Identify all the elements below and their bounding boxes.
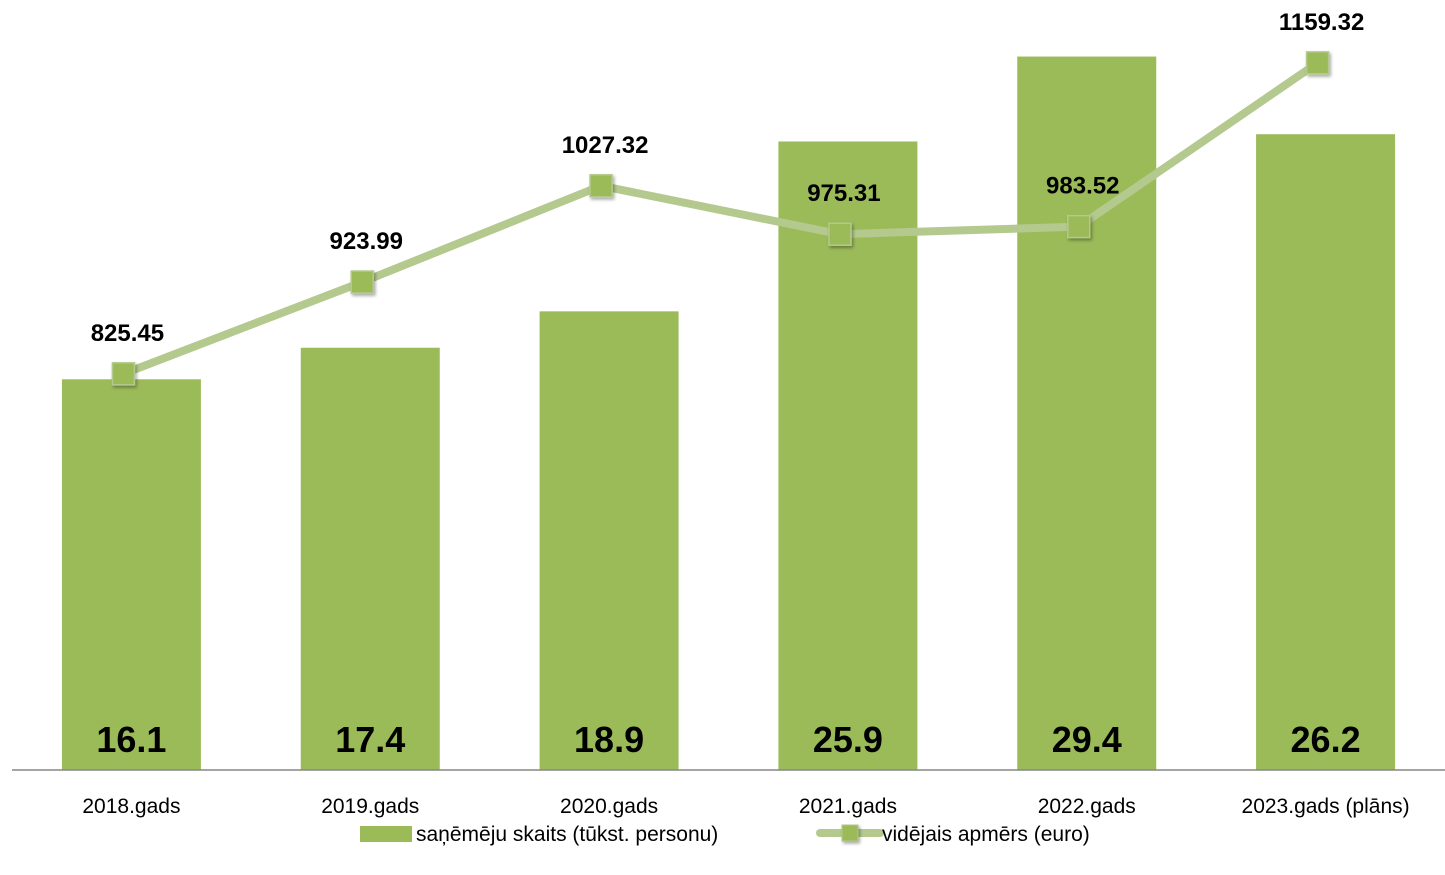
x-tick-label: 2022.gads bbox=[1038, 795, 1136, 818]
bar-2 bbox=[539, 311, 679, 770]
bar-value-label: 25.9 bbox=[813, 719, 883, 760]
line-marker-0 bbox=[111, 362, 136, 386]
x-tick-label: 2020.gads bbox=[560, 795, 658, 818]
bar-5 bbox=[1256, 134, 1396, 770]
line-value-label: 1027.32 bbox=[562, 132, 649, 159]
line-marker-3 bbox=[828, 222, 852, 246]
line-series bbox=[111, 51, 1330, 386]
line-marker-4 bbox=[1067, 214, 1091, 239]
line-path bbox=[119, 58, 1322, 378]
legend-label-bar: saņēmēju skaits (tūkst. personu) bbox=[416, 823, 718, 846]
x-tick-label: 2019.gads bbox=[321, 795, 419, 818]
bar-0 bbox=[61, 379, 201, 770]
legend: saņēmēju skaits (tūkst. personu) vidējai… bbox=[360, 823, 1090, 846]
legend-swatch-marker bbox=[841, 824, 859, 842]
line-value-label: 923.99 bbox=[330, 228, 403, 255]
bar-3 bbox=[778, 141, 918, 771]
legend-swatch-bar bbox=[360, 826, 412, 842]
bar-value-label: 29.4 bbox=[1052, 719, 1122, 760]
bar-series bbox=[61, 56, 1396, 771]
x-axis-ticks: 2018.gads 2019.gads 2020.gads 2021.gads 2022… bbox=[82, 795, 1409, 818]
x-tick-label: 2023.gads (plāns) bbox=[1242, 795, 1410, 818]
line-value-label: 825.45 bbox=[91, 320, 164, 347]
bar-1 bbox=[300, 347, 440, 770]
line-value-label: 975.31 bbox=[807, 180, 880, 207]
line-marker-1 bbox=[350, 270, 374, 294]
bar-value-label: 17.4 bbox=[335, 719, 405, 760]
line-value-label: 1159.32 bbox=[1279, 9, 1364, 36]
x-tick-label: 2018.gads bbox=[82, 795, 180, 818]
legend-label-line: vidējais apmērs (euro) bbox=[882, 823, 1090, 846]
data-labels: 16.1 17.4 18.9 25.9 29.4 26.2 825.45 923.99 1027… bbox=[91, 9, 1365, 760]
bar-4 bbox=[1017, 56, 1157, 770]
bar-value-label: 16.1 bbox=[96, 719, 166, 760]
bar-value-label: 18.9 bbox=[574, 719, 644, 760]
line-marker-5 bbox=[1305, 51, 1330, 75]
bar-value-label: 26.2 bbox=[1291, 719, 1361, 760]
line-marker-2 bbox=[589, 174, 613, 198]
x-tick-label: 2021.gads bbox=[799, 795, 897, 818]
line-value-label: 983.52 bbox=[1046, 173, 1119, 200]
